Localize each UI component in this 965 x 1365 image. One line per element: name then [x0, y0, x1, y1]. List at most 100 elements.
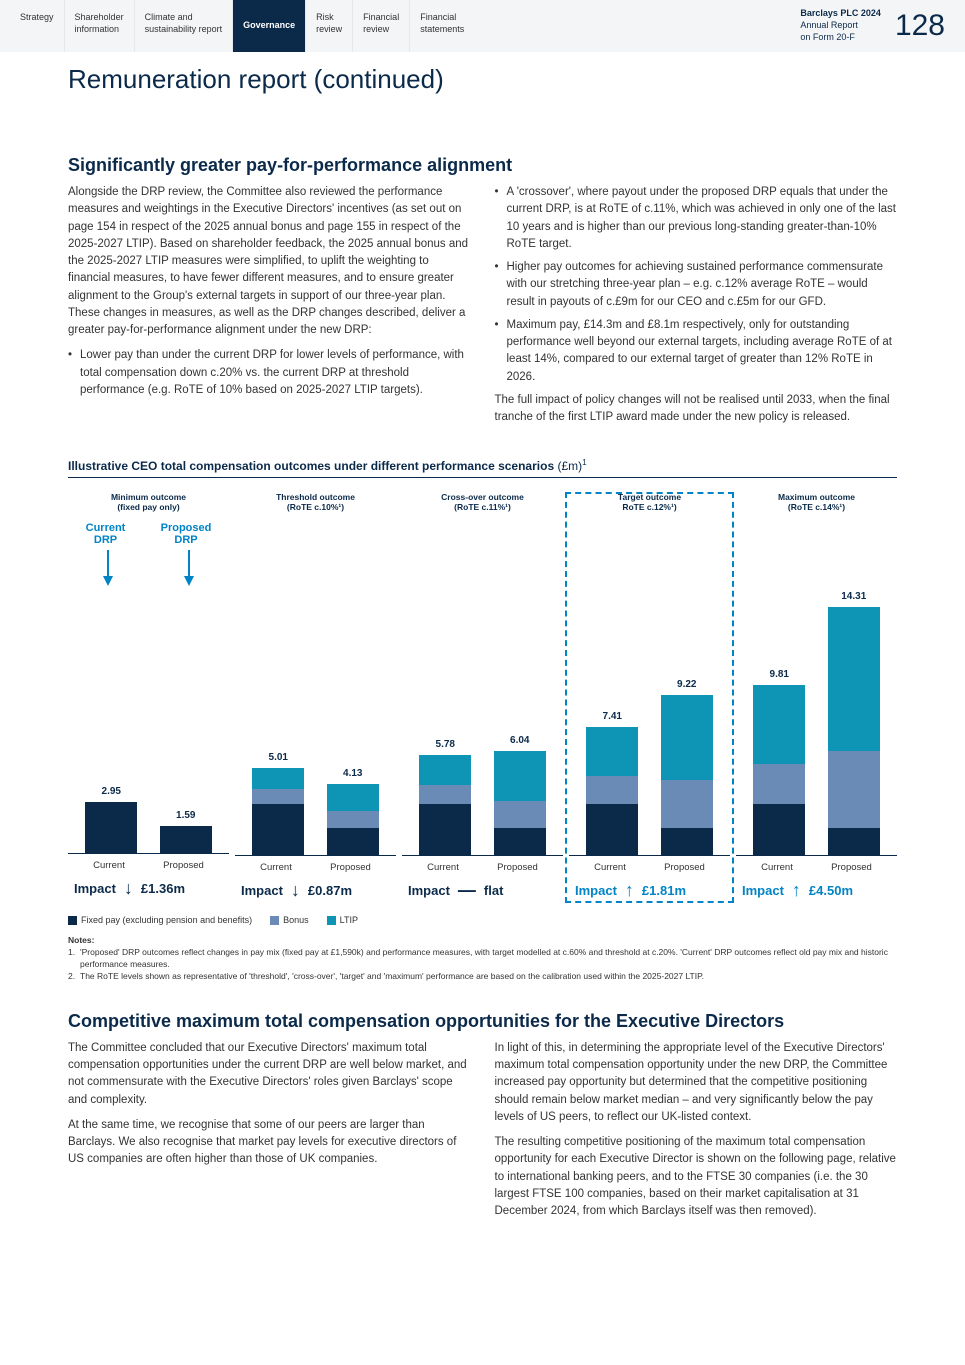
top-nav: StrategyShareholderinformationClimate an… — [0, 0, 965, 52]
bar-segment — [753, 764, 805, 804]
x-axis-labels: Current Proposed — [235, 856, 396, 873]
arrow-up-icon: ↑ — [792, 881, 801, 899]
bar-segment — [327, 784, 379, 812]
bar-segment — [419, 755, 471, 785]
x-axis-labels: CurrentProposed — [736, 856, 897, 873]
x-axis-labels: CurrentProposed — [68, 854, 229, 871]
chart-unit: (£m) — [557, 459, 582, 473]
nav-tab[interactable]: Climate andsustainability report — [134, 0, 233, 52]
bullet-item: Higher pay outcomes for achieving sustai… — [495, 259, 898, 311]
section1-left: Alongside the DRP review, the Committee … — [68, 184, 471, 434]
impact-value: £4.50m — [809, 883, 853, 898]
spacer — [402, 522, 563, 596]
bar-segment — [327, 811, 379, 827]
impact-row: Impact ↓ £1.36m — [68, 871, 229, 901]
bullet-item: Lower pay than under the current DRP for… — [68, 347, 471, 399]
body-paragraph: In light of this, in determining the app… — [495, 1040, 898, 1126]
bar-segment — [494, 751, 546, 801]
legend-item: LTIP — [327, 915, 358, 925]
arrow-up-icon: ↑ — [625, 881, 634, 899]
section2-columns: The Committee concluded that our Executi… — [68, 1040, 897, 1229]
chart-legend: Fixed pay (excluding pension and benefit… — [68, 915, 897, 925]
section1-columns: Alongside the DRP review, the Committee … — [68, 184, 897, 434]
bar-segment — [419, 804, 471, 855]
bar-segment — [828, 751, 880, 828]
bar-segment — [753, 685, 805, 764]
scenario: Threshold outcome(RoTE c.10%¹)5.014.13Cu… — [235, 492, 396, 903]
bar-value-label: 6.04 — [494, 735, 546, 746]
note-item: The RoTE levels shown as representative … — [78, 971, 897, 983]
chart: Minimum outcome(fixed pay only)CurrentDR… — [68, 478, 897, 903]
body-paragraph: The Committee concluded that our Executi… — [68, 1040, 471, 1109]
nav-tab[interactable]: Financialstatements — [409, 0, 474, 52]
x-axis-label: Current — [260, 862, 292, 873]
section1-right: A 'crossover', where payout under the pr… — [495, 184, 898, 434]
spacer — [235, 522, 396, 596]
scenario-label: Cross-over outcome(RoTE c.11%¹) — [402, 492, 563, 516]
nav-tab[interactable]: Financialreview — [352, 0, 409, 52]
impact-row: Impact—flat — [402, 873, 563, 903]
scenario-label: Minimum outcome(fixed pay only) — [68, 492, 229, 516]
impact-value: £0.87m — [308, 883, 352, 898]
chart-bar: 2.95 — [85, 802, 137, 853]
bar-segment — [661, 828, 713, 856]
section1-right-bullets: A 'crossover', where payout under the pr… — [495, 184, 898, 386]
impact-label: Impact — [74, 881, 116, 896]
nav-tab[interactable]: Shareholderinformation — [64, 0, 134, 52]
chart-bar: 9.22 — [661, 695, 713, 855]
chart-bar: 14.31 — [828, 607, 880, 855]
bar-value-label: 1.59 — [160, 810, 212, 821]
page-title: Remuneration report (continued) — [0, 52, 965, 95]
x-axis-labels: CurrentProposed — [569, 856, 730, 873]
impact-label: Impact — [742, 883, 784, 898]
x-axis-label: Current — [93, 860, 125, 871]
chart-bar: 5.01 — [252, 768, 304, 855]
nav-tab[interactable]: Strategy — [0, 0, 64, 52]
body-paragraph: At the same time, we recognise that some… — [68, 1117, 471, 1169]
chart-bar: 6.04 — [494, 751, 546, 856]
bar-segment — [586, 804, 638, 855]
bar-segment — [586, 776, 638, 804]
section2-right: In light of this, in determining the app… — [495, 1040, 898, 1229]
doc-line-2: on Form 20-F — [800, 32, 881, 44]
legend-item: Bonus — [270, 915, 309, 925]
company-name: Barclays PLC 2024 — [800, 8, 881, 20]
dash-icon: — — [458, 881, 476, 899]
bar-segment — [85, 802, 137, 853]
legend-swatch — [68, 916, 77, 925]
section1-heading: Significantly greater pay-for-performanc… — [68, 155, 897, 176]
bar-segment — [419, 785, 471, 804]
scenario: Cross-over outcome(RoTE c.11%¹)5.786.04C… — [402, 492, 563, 903]
chart-bar: 9.81 — [753, 685, 805, 855]
nav-tabs: StrategyShareholderinformationClimate an… — [0, 0, 474, 52]
bar-segment — [753, 804, 805, 855]
nav-tab[interactable]: Governance — [232, 0, 305, 52]
bar-segment — [828, 607, 880, 751]
spacer — [569, 522, 730, 596]
section1-right-para: The full impact of policy changes will n… — [495, 392, 898, 427]
bars-area: 2.95 1.59 — [68, 594, 229, 854]
bars-area: 9.81 14.31 — [736, 596, 897, 856]
impact-value: flat — [484, 883, 504, 898]
notes-title: Notes: — [68, 935, 897, 947]
impact-row: Impact ↑ £4.50m — [736, 873, 897, 903]
bar-segment — [252, 768, 304, 788]
scenario: Maximum outcome(RoTE c.14%¹)9.8114.31Cur… — [736, 492, 897, 903]
x-axis-labels: Current Proposed — [402, 856, 563, 873]
impact-value: £1.36m — [141, 881, 185, 896]
arrow-down-icon: ↓ — [124, 879, 133, 897]
chart-sup: 1 — [582, 458, 586, 467]
bullet-item: Maximum pay, £14.3m and £8.1m respective… — [495, 317, 898, 386]
impact-row: Impact↑£1.81m — [569, 873, 730, 903]
bar-segment — [494, 801, 546, 828]
x-axis-label: Proposed — [330, 862, 371, 873]
scenario-label: Maximum outcome(RoTE c.14%¹) — [736, 492, 897, 516]
x-axis-label: Current — [427, 862, 459, 873]
x-axis-label: Proposed — [497, 862, 538, 873]
note-item: 'Proposed' DRP outcomes reflect changes … — [78, 947, 897, 971]
bar-segment — [494, 828, 546, 856]
nav-tab[interactable]: Riskreview — [305, 0, 352, 52]
x-axis-label: Current — [761, 862, 793, 873]
section1-left-bullets: Lower pay than under the current DRP for… — [68, 347, 471, 399]
chart-notes: Notes: 'Proposed' DRP outcomes reflect c… — [68, 935, 897, 983]
